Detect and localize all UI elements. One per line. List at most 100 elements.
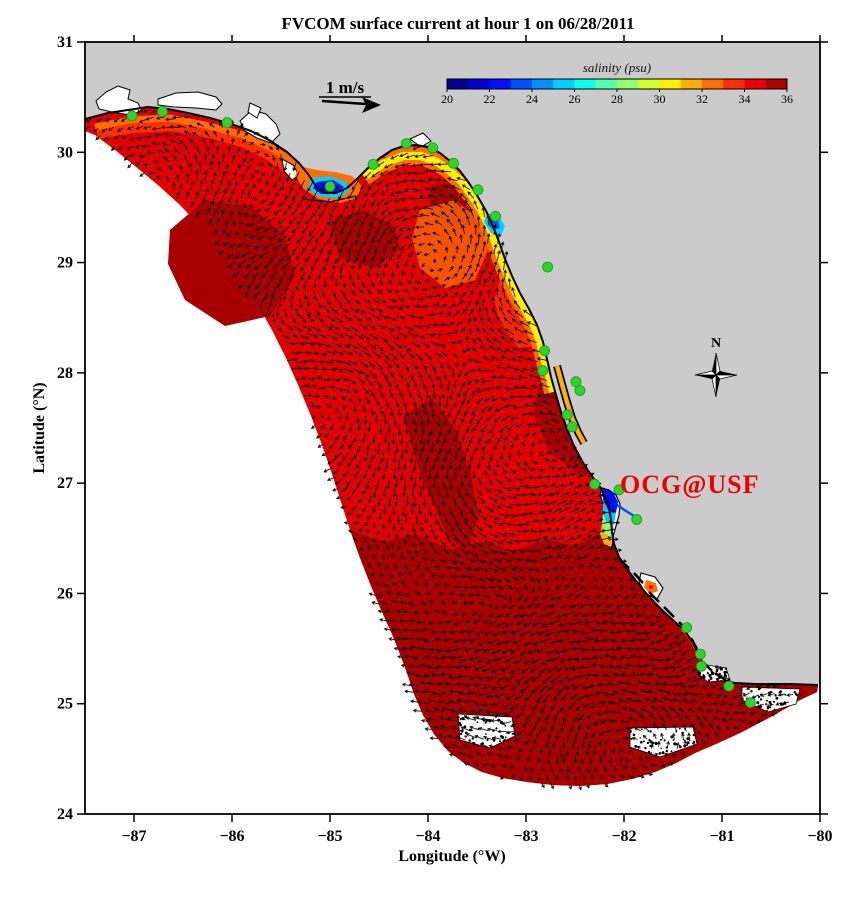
- island-speckle: [686, 737, 690, 741]
- station-dot: [723, 680, 735, 692]
- island-speckle: [485, 733, 487, 735]
- colorbar: salinity (psu) 20 22 24 26 28 30 32 34 36: [441, 60, 793, 106]
- island-speckle: [498, 740, 501, 743]
- y-tick-label: 27: [57, 475, 73, 492]
- island-speckle: [711, 671, 715, 676]
- shelf-salinity-highest: [405, 398, 478, 552]
- island-speckle: [707, 679, 711, 682]
- island-speckle: [661, 751, 665, 755]
- island-speckle: [459, 723, 463, 727]
- y-tick-label: 24: [57, 806, 73, 823]
- island-speckle: [650, 752, 653, 755]
- colorbar-tick-label: 28: [611, 92, 623, 106]
- island-speckle: [511, 732, 514, 735]
- island-speckle: [460, 729, 464, 733]
- axes: −87 −86 −85 −84 −83 −82 −81 −80 24 25 26 27 28 29 30 31: [57, 34, 833, 845]
- bay: [157, 91, 223, 111]
- island-speckle: [675, 730, 678, 733]
- island-speckle: [513, 732, 516, 736]
- island-speckle: [698, 674, 701, 677]
- island-speckle: [773, 708, 776, 712]
- island-speckle: [703, 676, 706, 679]
- colorbar-segment: [468, 79, 490, 89]
- colorbar-tick-label: 34: [739, 92, 751, 106]
- colorbar-segment: [595, 79, 618, 89]
- coastline: [85, 106, 819, 686]
- station-dot: [448, 157, 459, 169]
- colorbar-tick-label: 36: [781, 92, 793, 106]
- colorbar-segment: [574, 79, 597, 89]
- island-speckle: [505, 736, 507, 738]
- island-speckle: [642, 740, 645, 743]
- station-dot: [537, 365, 549, 377]
- y-tick-label: 29: [57, 255, 73, 272]
- island-speckle: [724, 667, 728, 670]
- colorbar-segment: [489, 79, 512, 89]
- barrier-island: [648, 591, 660, 603]
- x-tick-label: −82: [611, 828, 636, 845]
- island-speckle: [504, 724, 507, 727]
- island-speckle: [715, 665, 719, 669]
- station-dot: [126, 110, 138, 122]
- station-dot: [156, 106, 168, 117]
- island-speckle: [641, 728, 643, 731]
- island-speckle: [766, 699, 768, 702]
- island-speckle: [759, 698, 763, 701]
- island-speckle: [724, 673, 727, 676]
- island-speckle: [500, 735, 503, 738]
- x-tick-label: −83: [513, 828, 538, 845]
- station-dot: [539, 345, 550, 357]
- y-tick-label: 31: [57, 34, 73, 51]
- island-speckle: [651, 741, 655, 745]
- station-dot: [542, 261, 553, 273]
- x-tick-label: −81: [709, 828, 734, 845]
- vector-scale-label: 1 m/s: [326, 78, 365, 97]
- station-dot: [589, 478, 600, 490]
- tampa-bay-arm: [616, 503, 635, 518]
- colorbar-tick-label: 24: [526, 92, 538, 106]
- figure-title: FVCOM surface current at hour 1 on 06/28…: [281, 14, 634, 33]
- island-speckle: [772, 700, 775, 703]
- station-dot: [681, 622, 693, 633]
- island-speckle: [499, 721, 503, 724]
- island-speckle: [728, 678, 731, 682]
- island-speckle: [775, 696, 779, 700]
- y-tick-label: 26: [57, 585, 73, 602]
- station-dot: [427, 142, 439, 154]
- bay: [247, 102, 262, 119]
- colorbar-tick-label: 32: [696, 92, 708, 106]
- colorbar-tick-label: 22: [484, 92, 496, 106]
- island-speckle: [768, 700, 772, 704]
- island-speckle: [719, 667, 723, 671]
- island-speckle: [692, 733, 695, 737]
- island-speckle: [464, 735, 467, 738]
- island-speckle: [488, 719, 492, 723]
- island-speckle: [628, 729, 632, 733]
- barrier-island: [633, 572, 644, 584]
- island-speckle: [716, 677, 719, 681]
- x-tick-label: −86: [219, 828, 244, 845]
- island-speckle: [659, 738, 662, 741]
- island-speckle: [644, 746, 647, 750]
- island-speckle: [743, 692, 745, 695]
- barrier-island: [663, 606, 675, 618]
- island-speckle: [686, 741, 690, 745]
- island-speckle: [495, 727, 498, 730]
- y-tick-label: 28: [57, 365, 73, 382]
- colorbar-segment: [638, 79, 660, 89]
- island-speckle: [649, 730, 652, 733]
- station-dot: [472, 184, 484, 196]
- island-speckle: [660, 747, 662, 749]
- island-speckle: [665, 749, 668, 753]
- station-dot: [221, 117, 233, 128]
- colorbar-segment: [659, 79, 682, 89]
- map-area: [85, 42, 820, 791]
- credit-text: OCG@USF: [620, 470, 760, 499]
- station-dot: [490, 210, 502, 222]
- island-speckle: [708, 673, 712, 678]
- coastline-stroke: [85, 106, 819, 686]
- barrier-island: [619, 559, 630, 569]
- x-tick-label: −87: [121, 828, 146, 845]
- island-speckle: [774, 694, 777, 697]
- island-speckle: [715, 668, 719, 672]
